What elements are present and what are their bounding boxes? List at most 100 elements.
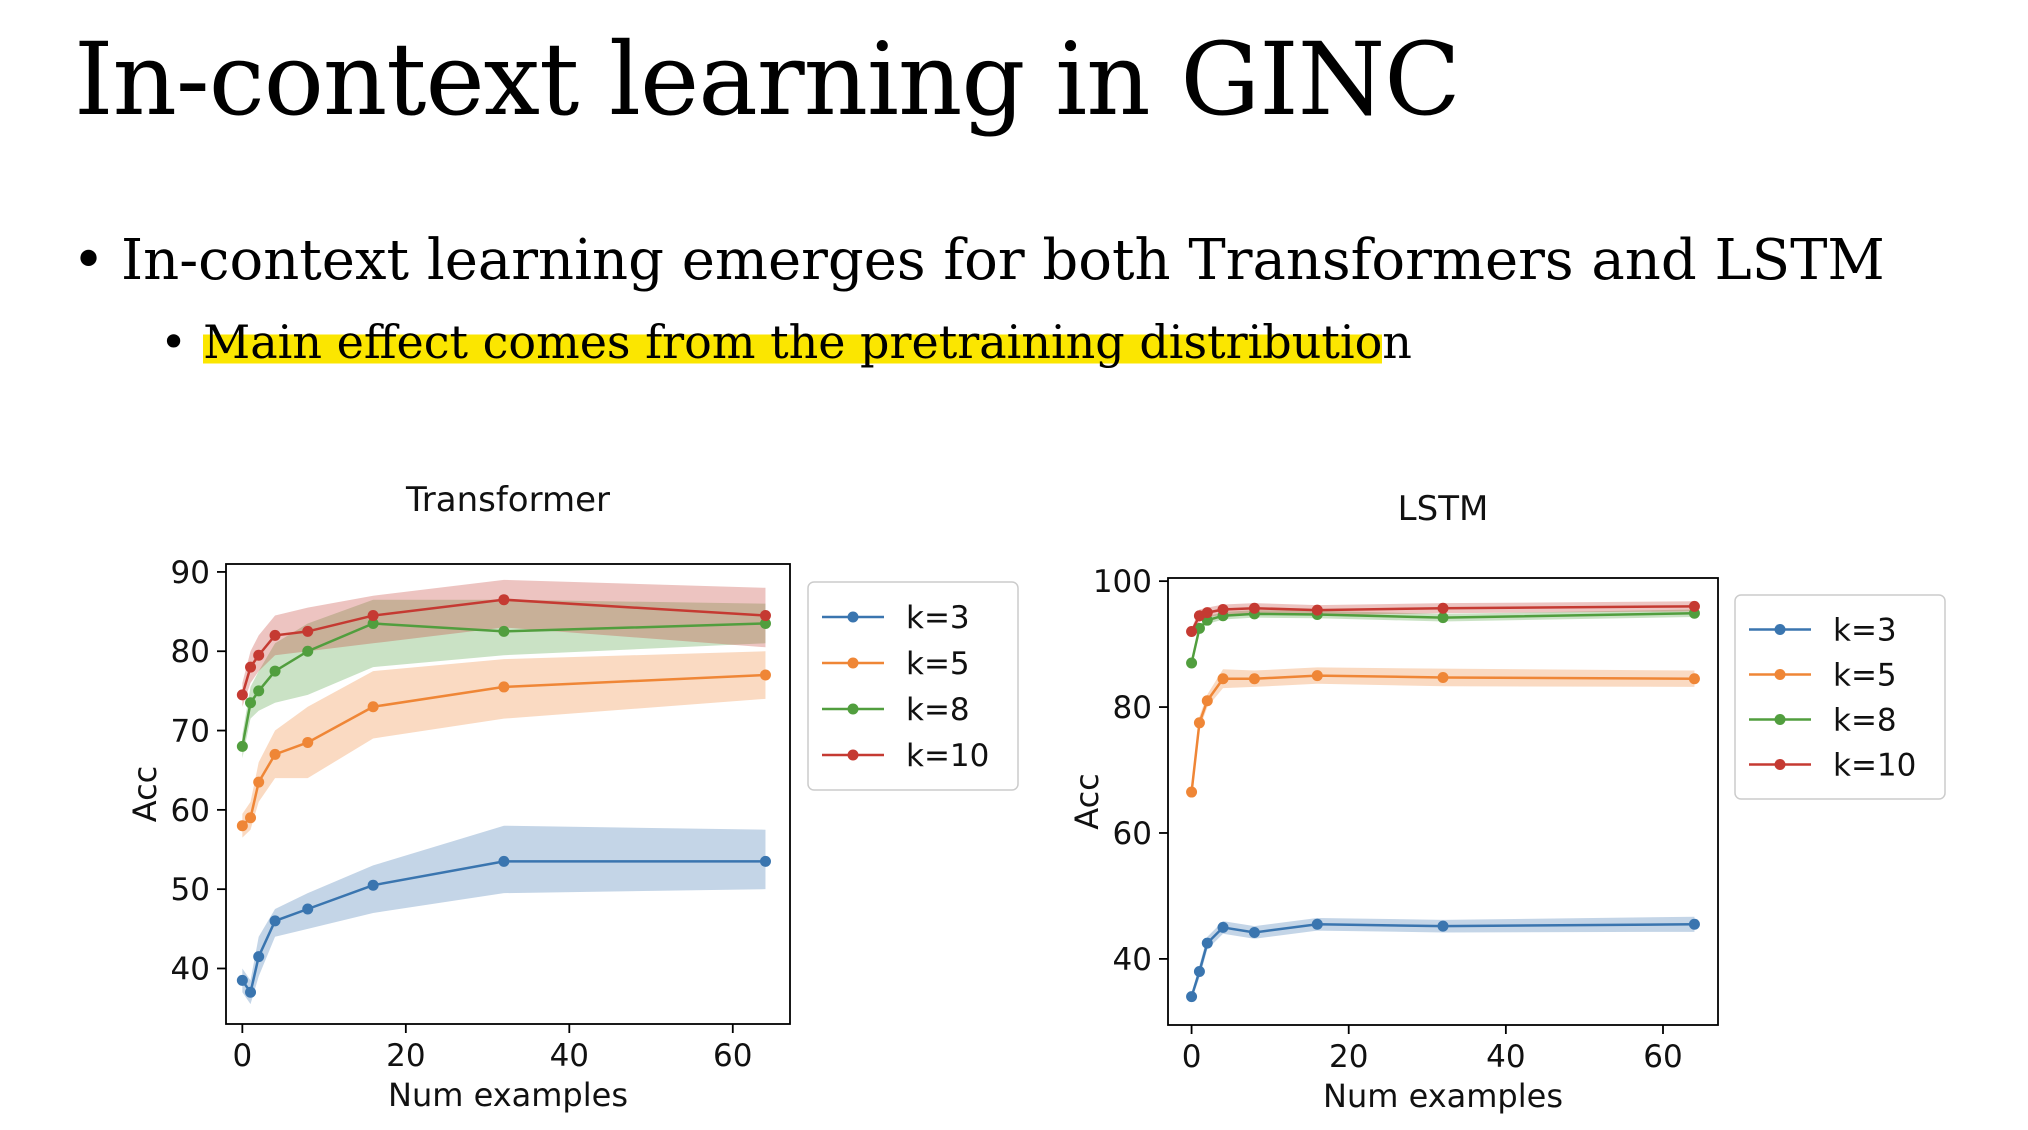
data-point-k=10 — [1688, 600, 1700, 612]
data-point-k=5 — [302, 736, 314, 748]
data-point-k=8 — [236, 740, 248, 752]
data-point-k=10 — [269, 629, 281, 641]
legend-marker-k=8 — [847, 703, 859, 715]
plot-frame — [225, 563, 791, 1025]
data-point-k=5 — [1186, 786, 1198, 798]
data-point-k=8 — [1437, 612, 1449, 624]
data-point-k=10 — [759, 610, 771, 622]
data-point-k=3 — [1186, 991, 1198, 1003]
data-point-k=5 — [1248, 673, 1260, 685]
confidence-band-k=8 — [242, 599, 766, 759]
y-axis-label: Acc — [1068, 773, 1106, 830]
y-tick-label: 90 — [171, 555, 210, 591]
bullet-1-text: In-context learning emerges for both Tra… — [113, 228, 1901, 293]
chart-title: LSTM — [1398, 489, 1489, 529]
legend-marker-k=10 — [847, 749, 859, 761]
data-point-k=10 — [253, 649, 265, 661]
y-tick-label: 50 — [171, 872, 210, 908]
x-tick-label: 60 — [1643, 1039, 1682, 1075]
data-point-k=3 — [1248, 926, 1260, 938]
x-tick-label: 0 — [232, 1038, 252, 1074]
data-point-k=3 — [1201, 937, 1213, 949]
data-point-k=3 — [236, 974, 248, 986]
data-point-k=5 — [367, 701, 379, 713]
bullet-dot: • — [160, 315, 188, 369]
data-point-k=5 — [245, 812, 257, 824]
bullet-dot: • — [72, 228, 106, 293]
y-tick-label: 100 — [1093, 564, 1152, 600]
legend-marker-k=5 — [847, 657, 859, 669]
data-point-k=5 — [1437, 671, 1449, 683]
data-point-k=3 — [759, 855, 771, 867]
data-point-k=8 — [269, 665, 281, 677]
x-tick-label: 40 — [1486, 1039, 1525, 1075]
data-point-k=10 — [498, 594, 510, 606]
bullet-point-1: • In-context learning emerges for both Tr… — [72, 228, 1901, 293]
data-point-k=3 — [1688, 918, 1700, 930]
data-point-k=10 — [1217, 603, 1229, 615]
legend-label: k=3 — [1833, 613, 1897, 649]
data-point-k=3 — [1311, 918, 1323, 930]
data-point-k=5 — [1688, 673, 1700, 685]
confidence-band-k=5 — [1191, 667, 1695, 796]
series-line-k=3 — [241, 860, 766, 996]
data-point-k=3 — [1217, 921, 1229, 933]
data-point-k=3 — [498, 855, 510, 867]
data-point-k=10 — [1186, 626, 1198, 638]
data-point-k=10 — [1248, 602, 1260, 614]
legend-label: k=3 — [906, 600, 970, 636]
data-point-k=8 — [1186, 657, 1198, 669]
legend-marker-k=8 — [1774, 714, 1786, 725]
data-point-k=10 — [245, 661, 257, 673]
data-point-k=5 — [1217, 673, 1229, 685]
data-point-k=5 — [1201, 695, 1213, 707]
chart-title: Transformer — [405, 480, 610, 520]
x-tick-label: 20 — [1329, 1039, 1368, 1075]
legend-label: k=5 — [906, 646, 970, 682]
confidence-band-k=5 — [242, 651, 766, 838]
data-point-k=10 — [236, 689, 248, 701]
slide-title: In-context learning in GINC — [74, 21, 1461, 138]
data-point-k=8 — [245, 697, 257, 709]
x-tick-label: 20 — [386, 1038, 425, 1074]
data-point-k=8 — [302, 645, 314, 657]
data-point-k=10 — [302, 625, 314, 637]
x-tick-label: 40 — [550, 1038, 589, 1074]
legend-marker-k=3 — [1774, 624, 1786, 635]
data-point-k=3 — [245, 986, 257, 998]
lstm-chart: LSTM 0 20 40 60 40 60 80 100 Num examples Acc k=3 k=… — [1068, 489, 1946, 1115]
data-point-k=5 — [236, 820, 248, 832]
legend-label: k=10 — [1833, 748, 1916, 784]
data-point-k=3 — [1437, 920, 1449, 932]
data-point-k=8 — [759, 617, 771, 629]
bullet-point-2: • Main effect comes from the pretraining … — [160, 315, 1412, 369]
data-point-k=3 — [1193, 965, 1205, 977]
data-point-k=8 — [498, 625, 510, 637]
x-tick-label: 60 — [713, 1038, 752, 1074]
series-line-k=5 — [241, 673, 766, 827]
legend-marker-k=10 — [1774, 759, 1786, 770]
y-tick-label: 80 — [171, 634, 210, 670]
y-tick-label: 80 — [1113, 690, 1152, 726]
legend-box — [1734, 594, 1946, 800]
transformer-chart: Transformer 0 20 40 60 40 50 60 70 80 90 Num exampl… — [126, 480, 1019, 1114]
data-point-k=5 — [498, 681, 510, 693]
x-axis-label: Num examples — [1323, 1077, 1563, 1115]
data-point-k=5 — [1311, 670, 1323, 682]
data-point-k=5 — [759, 669, 771, 681]
data-point-k=10 — [367, 610, 379, 622]
series-line-k=5 — [1190, 674, 1695, 793]
y-tick-label: 40 — [1113, 942, 1152, 978]
legend-marker-k=5 — [1774, 669, 1786, 680]
y-tick-label: 40 — [171, 951, 210, 987]
plot-frame — [1167, 577, 1719, 1026]
bullet-2-highlighted-text: Main effect comes from the pretraining d… — [203, 315, 1383, 369]
legend-box — [807, 581, 1019, 791]
legend-label: k=10 — [906, 738, 989, 774]
data-point-k=3 — [253, 951, 265, 963]
x-axis-label: Num examples — [388, 1076, 628, 1114]
data-point-k=5 — [269, 748, 281, 760]
y-tick-label: 60 — [1113, 816, 1152, 852]
confidence-band-k=3 — [242, 825, 766, 1005]
